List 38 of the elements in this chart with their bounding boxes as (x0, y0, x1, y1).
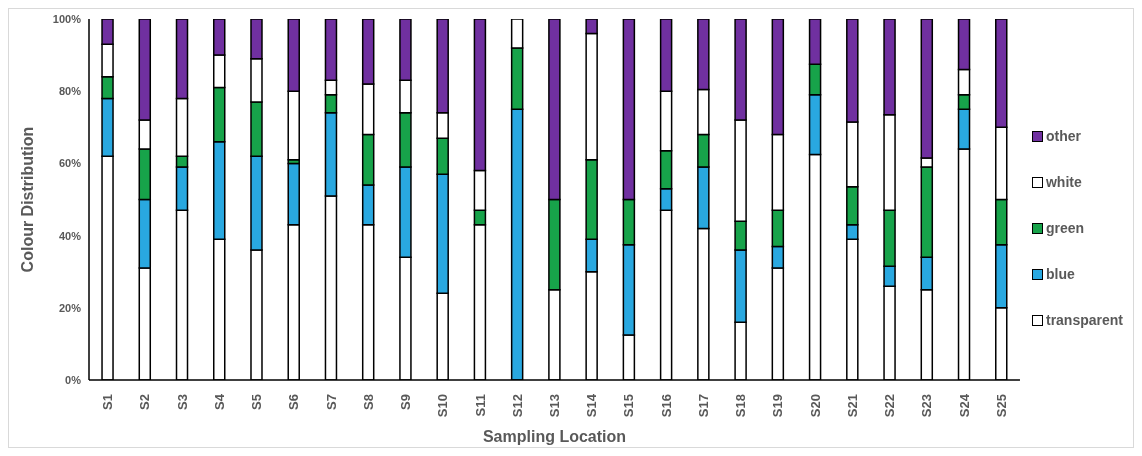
y-tick-label: 0% (65, 373, 82, 386)
legend-label: blue (1045, 266, 1075, 282)
y-axis-title: Colour Distribution (18, 126, 36, 273)
x-tick-label: S6 (286, 394, 302, 410)
y-tick-label: 40% (58, 229, 82, 242)
y-tick-label: 100% (52, 12, 82, 25)
x-tick-label: S12 (509, 394, 525, 418)
x-tick-label: S8 (360, 394, 376, 410)
x-tick-label: S21 (844, 394, 860, 418)
x-tick-label: S23 (919, 394, 935, 418)
legend-label: green (1045, 220, 1085, 236)
x-tick-label: S20 (807, 394, 823, 418)
x-tick-label: S18 (733, 394, 749, 418)
legend-label: white (1045, 174, 1082, 190)
x-tick-label: S9 (398, 394, 414, 410)
x-tick-label: S1 (100, 394, 116, 410)
legend-label: other (1045, 128, 1081, 144)
x-tick-label: S25 (993, 394, 1009, 418)
x-tick-label: S13 (546, 394, 562, 418)
legend-label: transparent (1045, 312, 1123, 328)
x-tick-label: S5 (249, 394, 265, 410)
x-tick-label: S4 (211, 393, 227, 410)
x-tick-label: S10 (435, 394, 451, 418)
x-tick-label: S19 (770, 394, 786, 418)
x-tick-label: S3 (174, 394, 190, 410)
y-tick-label: 20% (58, 301, 82, 314)
x-tick-label: S11 (472, 394, 488, 417)
y-tick-label: 60% (58, 157, 82, 170)
y-tick-label: 80% (58, 85, 82, 98)
x-tick-label: S22 (882, 394, 898, 418)
x-tick-label: S24 (956, 393, 972, 418)
x-axis-title: Sampling Location (482, 428, 627, 445)
x-tick-label: S15 (621, 394, 637, 418)
x-tick-label: S14 (584, 393, 600, 418)
x-tick-label: S7 (323, 394, 339, 410)
x-tick-label: S2 (137, 394, 153, 410)
x-tick-label: S17 (695, 394, 711, 418)
x-tick-label: S16 (658, 394, 674, 418)
